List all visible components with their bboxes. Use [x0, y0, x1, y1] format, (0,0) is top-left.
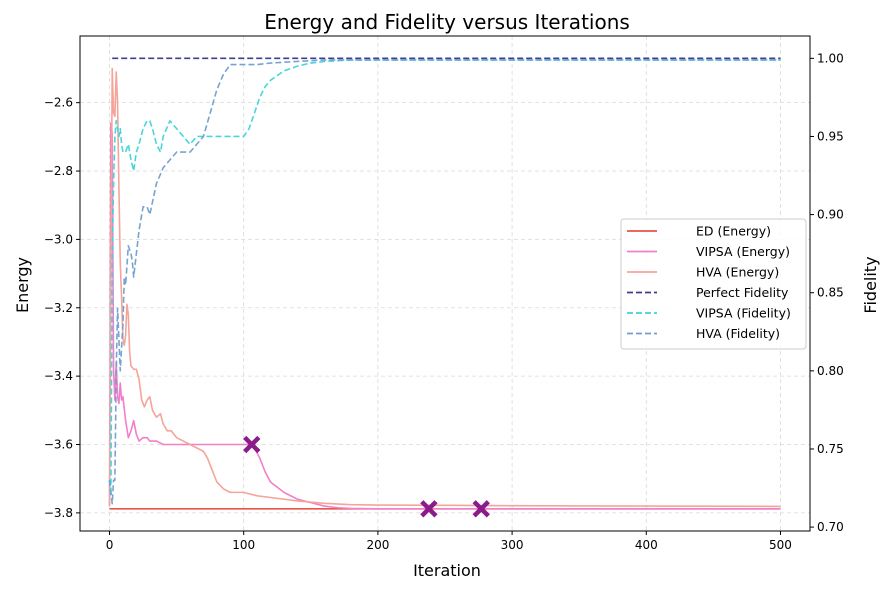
x-tick-label: 300	[501, 538, 524, 552]
y-axis-left-label: Energy	[13, 257, 32, 313]
marker-stroke	[243, 435, 261, 454]
series-line	[108, 122, 781, 510]
series-line	[108, 67, 781, 508]
plot-frame	[79, 35, 811, 532]
marker-layer	[243, 435, 490, 518]
y-left-tick-label: −3.6	[44, 438, 73, 452]
series-line	[108, 59, 781, 497]
y-left-tick-label: −3.4	[44, 369, 73, 383]
legend-label: VIPSA (Energy)	[696, 244, 790, 259]
y-left-tick-label: −3.0	[44, 232, 73, 246]
marker-stroke	[472, 500, 490, 518]
y-left-tick-label: −2.8	[44, 164, 73, 178]
marker-stroke	[420, 500, 438, 518]
x-tick-label: 500	[769, 538, 792, 552]
y-right-tick-label: 0.95	[817, 129, 844, 143]
x-tick-label: 100	[232, 538, 255, 552]
y-right-tick-label: 0.80	[817, 364, 844, 378]
axes: 0 100 200 300 400 500 −3.8 −3.6 −3.4 −3.2 −3.0 −2.8…	[44, 35, 844, 552]
legend-label: VIPSA (Fidelity)	[696, 306, 791, 321]
marker-x	[420, 500, 438, 518]
series-line	[108, 59, 781, 505]
legend-label: HVA (Energy)	[696, 265, 779, 280]
y-right-tick-label: 0.75	[817, 442, 844, 456]
grid	[80, 36, 810, 531]
y-right-tick-label: 0.90	[817, 208, 844, 222]
y-right-tick-label: 1.00	[817, 51, 844, 65]
y-axis-right-label: Fidelity	[861, 256, 880, 313]
y-left-tick-label: −3.2	[44, 301, 73, 315]
legend: ED (Energy) VIPSA (Energy) HVA (Energy) Per…	[620, 218, 807, 350]
marker-x	[472, 500, 490, 518]
x-axis-label: Iteration	[413, 561, 481, 580]
x-tick-label: 0	[106, 538, 114, 552]
y-right-tick-label: 0.85	[817, 286, 844, 300]
legend-label: ED (Energy)	[696, 224, 771, 239]
y-left-tick-label: −2.6	[44, 96, 73, 110]
chart-title: Energy and Fidelity versus Iterations	[264, 10, 630, 34]
y-right-tick-label: 0.70	[817, 520, 844, 534]
legend-label: HVA (Fidelity)	[696, 326, 780, 341]
x-tick-label: 200	[366, 538, 389, 552]
y-left-tick-label: −3.8	[44, 506, 73, 520]
x-tick-label: 400	[635, 538, 658, 552]
marker-x	[243, 435, 261, 454]
series-layer	[108, 57, 781, 510]
legend-label: Perfect Fidelity	[696, 285, 789, 300]
legend-box	[620, 218, 807, 350]
